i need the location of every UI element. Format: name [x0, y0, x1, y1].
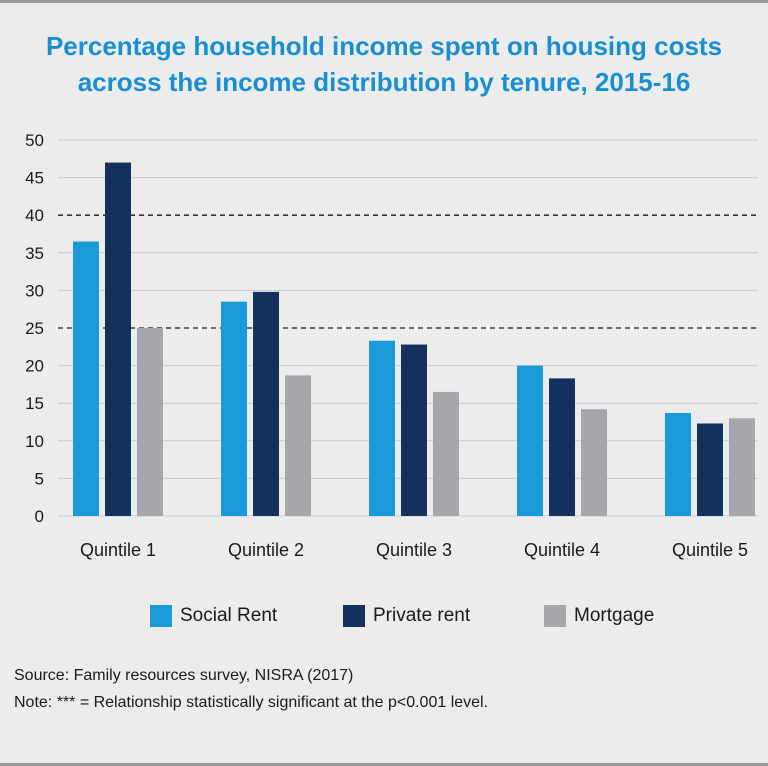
- title-line-1: Percentage household income spent on hou…: [45, 31, 723, 61]
- legend-swatch: [544, 605, 566, 627]
- y-tick-label: 25: [25, 319, 44, 338]
- legend-item: Mortgage: [544, 602, 654, 630]
- x-category-label: Quintile 5: [672, 540, 748, 560]
- legend-swatch: [150, 605, 172, 627]
- bar-social-rent: [517, 365, 543, 516]
- bar-private-rent: [697, 423, 723, 516]
- bar-mortgage: [137, 328, 163, 516]
- x-category-label: Quintile 3: [376, 540, 452, 560]
- bar-mortgage: [433, 391, 459, 516]
- bar-mortgage: [581, 409, 607, 516]
- x-category-label: Quintile 2: [228, 540, 304, 560]
- y-tick-label: 0: [35, 507, 44, 526]
- bar-private-rent: [253, 291, 279, 516]
- legend-item: Social Rent: [150, 602, 277, 630]
- bar-private-rent: [549, 378, 575, 516]
- bar-mortgage: [285, 375, 311, 516]
- x-category-label: Quintile 4: [524, 540, 600, 560]
- y-tick-label: 10: [25, 432, 44, 451]
- chart-title: Percentage household income spent on hou…: [0, 28, 768, 100]
- legend-label: Private rent: [373, 605, 471, 626]
- y-tick-label: 5: [35, 469, 44, 488]
- title-line-2: across the income distribution by tenure…: [77, 67, 691, 97]
- y-tick-label: 45: [25, 169, 44, 188]
- x-category-label: Quintile 1: [80, 540, 156, 560]
- legend-label: Mortgage: [574, 605, 655, 626]
- y-tick-label: 20: [25, 357, 44, 376]
- bar-chart: 0 5 10 15 20 25 30 35 40 45 50 Quintile 1 Quintile 2…: [25, 131, 758, 560]
- bar-social-rent: [73, 241, 99, 516]
- legend-label: Social Rent: [180, 605, 278, 626]
- bar-social-rent: [221, 301, 247, 516]
- y-tick-label: 50: [25, 131, 44, 150]
- y-tick-label: 40: [25, 206, 44, 225]
- bar-mortgage: [729, 418, 755, 516]
- y-tick-label: 30: [25, 281, 44, 300]
- bar-private-rent: [105, 162, 131, 516]
- bar-social-rent: [665, 412, 691, 516]
- y-tick-label: 15: [25, 394, 44, 413]
- bar-social-rent: [369, 340, 395, 516]
- y-tick-label: 35: [25, 244, 44, 263]
- footnotes: Source: Family resources survey, NISRA (…: [14, 662, 488, 716]
- legend: Social Rent Private rent Mortgage: [0, 602, 768, 630]
- legend-item: Private rent: [343, 602, 470, 630]
- bar-private-rent: [401, 344, 427, 516]
- source-note: Source: Family resources survey, NISRA (…: [14, 667, 354, 684]
- significance-note: Note: *** = Relationship statistically s…: [14, 694, 489, 711]
- legend-swatch: [343, 605, 365, 627]
